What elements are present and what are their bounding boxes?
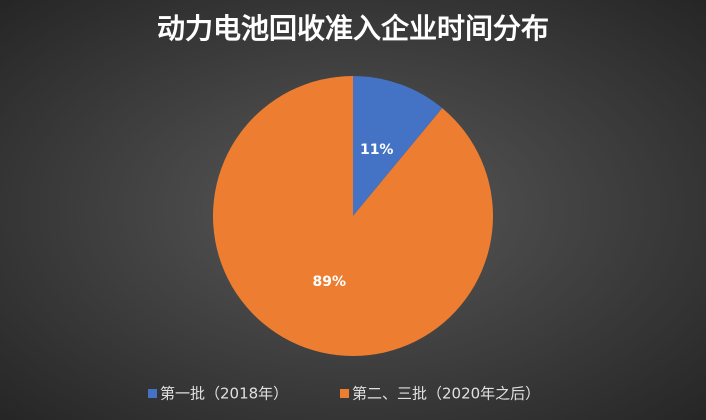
legend-label: 第二、三批（2020年之后） [352,385,540,403]
pie-slice [213,76,493,357]
pie-slice [353,76,443,216]
data-label: 11% [360,142,394,158]
legend-swatch [148,389,157,398]
legend-swatch [340,389,349,398]
data-label: 89% [313,274,347,290]
legend-label: 第一批（2018年） [160,385,288,403]
chart-title: 动力电池回收准入企业时间分布 [157,12,549,45]
